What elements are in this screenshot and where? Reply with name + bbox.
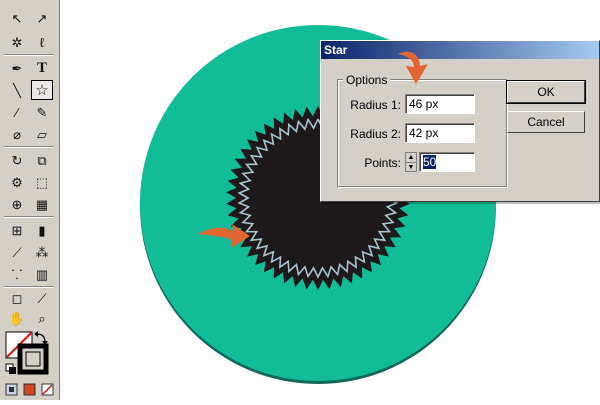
paintbrush-tool-icon[interactable]: ∕ [15,104,19,120]
radius2-label: Radius 2: [350,127,401,141]
cancel-button[interactable]: Cancel [507,111,585,133]
orange-arrow-down-icon [398,51,428,84]
orange-arrow-left-icon [198,224,250,248]
star-tool-icon[interactable]: ☆ [31,80,53,100]
stepper-up-icon[interactable]: ▲ [406,154,416,163]
toolbar-divider [4,54,54,56]
toolbar-divider [4,216,54,218]
slice-tool-icon[interactable]: ⟋ [37,290,47,306]
lasso-tool-icon[interactable]: ℓ [39,34,45,50]
none-mode-icon[interactable] [41,383,54,396]
pen-tool-icon[interactable]: ✒ [11,60,23,76]
eyedropper-tool-icon[interactable]: ⟋ [12,244,22,260]
type-tool-icon[interactable]: T [36,59,47,76]
scale-tool-icon[interactable]: ⧉ [37,152,47,168]
fill-stroke-swatches [4,330,56,378]
selection-tool-icon[interactable]: ↖ [11,10,23,26]
perspective-grid-tool-icon[interactable]: ▦ [35,196,49,212]
radius2-field[interactable]: 42 px [405,123,475,143]
stroke-swatch[interactable] [17,343,49,375]
options-group-label: Options [343,73,391,87]
column-graph-tool-icon[interactable]: ▥ [35,266,49,282]
direct-selection-tool-icon[interactable]: ↗ [36,10,48,26]
line-tool-icon[interactable]: ╲ [13,82,21,98]
swap-fill-stroke-icon[interactable] [34,331,48,345]
points-value: 50 [423,155,437,169]
gradient-mode-icon[interactable] [23,383,36,396]
warp-tool-icon[interactable]: ⚙ [11,174,23,190]
points-label: Points: [364,156,401,170]
shape-builder-tool-icon[interactable]: ⊕ [11,196,23,212]
ok-button[interactable]: OK [506,80,586,104]
radius1-field[interactable]: 46 px [405,94,475,114]
eraser-tool-icon[interactable]: ▱ [37,126,47,142]
toolbar-divider [4,286,54,288]
blob-brush-tool-icon[interactable]: ⌀ [13,126,21,142]
stepper-down-icon[interactable]: ▼ [407,164,415,171]
default-fill-stroke-icon[interactable] [5,363,16,374]
tools-panel: ↖ ↗ ✲ ℓ ✒ T ╲ ☆ ∕ ✎ ⌀ ▱ ↻ ⧉ ⚙ ⬚ ⊕ ▦ ⊞ ▮ … [0,0,60,400]
color-mode-buttons [4,383,58,397]
symbol-sprayer-tool-icon[interactable]: ⸪ [11,266,23,282]
radius1-label: Radius 1: [350,98,401,112]
star-dialog: Star Options Radius 1: 46 px Radius 2: 4… [320,40,600,202]
toolbar-divider [4,146,54,148]
blend-tool-icon[interactable]: ⁂ [35,244,49,260]
hand-tool-icon[interactable]: ✋ [8,310,26,326]
color-mode-icon[interactable] [5,383,18,396]
dialog-title[interactable]: Star [321,41,599,59]
points-stepper[interactable]: ▲ ▼ [405,152,417,172]
zoom-tool-icon[interactable]: ⌕ [38,310,46,326]
artboard-tool-icon[interactable]: ◻ [11,290,23,306]
rotate-tool-icon[interactable]: ↻ [11,152,23,168]
magic-wand-tool-icon[interactable]: ✲ [11,34,23,50]
pencil-tool-icon[interactable]: ✎ [36,104,48,120]
points-field[interactable]: 50 [419,152,475,172]
free-transform-tool-icon[interactable]: ⬚ [35,174,49,190]
gradient-tool-icon[interactable]: ▮ [38,222,46,238]
mesh-tool-icon[interactable]: ⊞ [11,222,23,238]
options-group [337,79,507,187]
